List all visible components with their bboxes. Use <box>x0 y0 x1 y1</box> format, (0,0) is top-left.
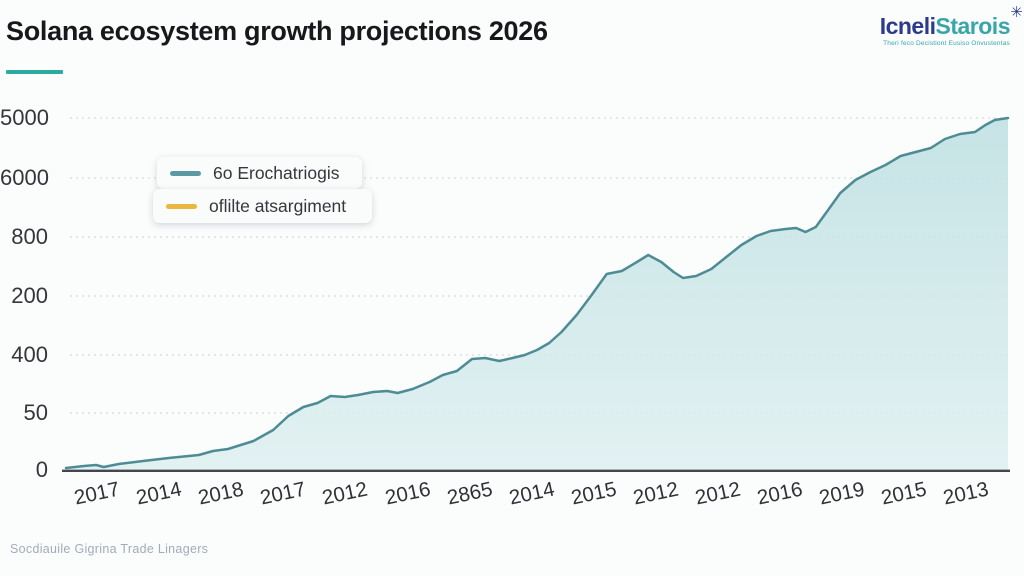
area-series-fill <box>66 118 1008 470</box>
y-axis-label: 800 <box>11 224 48 249</box>
brand-logo-part1: Icneli <box>879 13 936 39</box>
legend-item-series2[interactable]: oflilte atsargiment <box>153 189 372 223</box>
source-caption: Socdiauile Gigrina Trade Linagers <box>10 542 209 556</box>
y-axis-label: 50 <box>23 400 48 425</box>
area-series-line <box>64 116 1010 470</box>
brand-logo: IcneliStarois ✳ Theri feco Decistiont Eu… <box>879 4 1023 48</box>
y-axis-label: 5000 <box>0 105 49 130</box>
y-axis-label: 200 <box>11 283 48 308</box>
y-axis-label: 400 <box>11 342 48 367</box>
y-axis-label: 6000 <box>0 165 49 190</box>
legend-item-series1[interactable]: 6o Erochatriogis <box>157 157 362 189</box>
y-axis-label: 0 <box>35 457 48 482</box>
legend-label-series2: oflilte atsargiment <box>209 195 347 216</box>
legend-swatch-yellow <box>166 203 197 209</box>
brand-tagline: Theri feco Decistiont Eusiso Onvustentas <box>883 40 1010 48</box>
title-accent-bar <box>6 70 63 74</box>
sparkle-icon: ✳ <box>1010 4 1023 21</box>
brand-logo-text: IcneliStarois ✳ <box>879 4 1023 39</box>
chart-title: Solana ecosystem growth projections 2026 <box>6 16 548 46</box>
brand-logo-part2: Starois <box>935 13 1011 39</box>
legend-swatch-teal <box>170 170 201 176</box>
legend-label-series1: 6o Erochatriogis <box>213 162 340 183</box>
